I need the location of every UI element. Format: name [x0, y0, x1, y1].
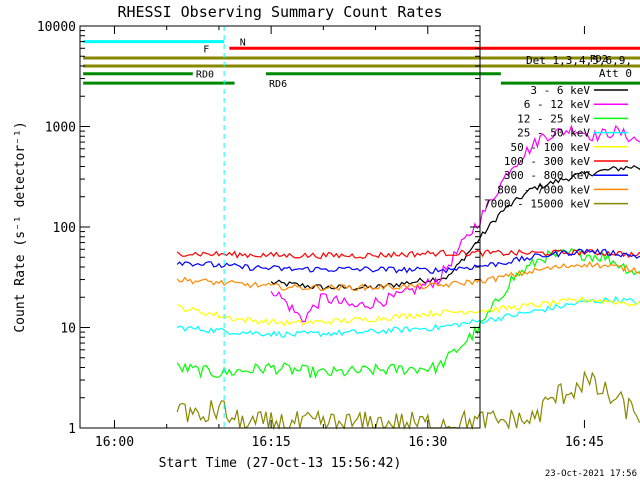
flag-label-rd6: RD6 — [269, 79, 287, 90]
series-line-3 — [176, 295, 640, 338]
legend-entry-5: 100 - 300 keV — [504, 155, 590, 168]
series-line-1 — [270, 124, 640, 323]
legend-header-0: Det 1,3,4,5,6,9, — [526, 54, 632, 67]
y-tick-label-2: 100 — [53, 221, 76, 236]
legend-entry-3: 25 - 50 keV — [517, 127, 590, 140]
y-tick-label-3: 1000 — [45, 121, 76, 136]
legend-entry-7: 800 - 7000 keV — [497, 183, 590, 196]
series-line-7 — [176, 260, 640, 292]
flag-label-n: N — [240, 38, 246, 49]
series-line-0 — [270, 164, 640, 291]
series-lines — [176, 124, 640, 431]
y-axis: 1 10 100 1000 10000 — [37, 20, 480, 437]
series-line-5 — [176, 248, 640, 260]
flag-label-fd2: FD2 — [590, 54, 608, 65]
dashed-markers — [223, 26, 225, 428]
x-axis-label: Start Time (27-Oct-13 15:56:42) — [159, 456, 402, 471]
legend-entry-2: 12 - 25 keV — [517, 112, 590, 125]
series-line-4 — [176, 295, 640, 327]
x-tick-label-3: 16:45 — [565, 435, 604, 450]
y-tick-label-1: 10 — [60, 322, 76, 337]
legend-entry-6: 300 - 800 keV — [504, 169, 590, 182]
x-tick-label-0: 16:00 — [95, 435, 134, 450]
legend-entry-1: 6 - 12 keV — [524, 98, 591, 111]
flag-label-rd0: RD0 — [196, 70, 214, 81]
x-tick-label-2: 16:30 — [408, 435, 447, 450]
chart-title: RHESSI Observing Summary Count Rates — [117, 3, 442, 21]
flag-bars: NFFD2FD3RD0RD6 — [83, 38, 640, 90]
series-line-6 — [176, 248, 640, 274]
legend-entry-0: 3 - 6 keV — [530, 84, 590, 97]
y-axis-label: Count Rate (s⁻¹ detector⁻¹) — [13, 121, 28, 332]
x-tick-label-1: 16:15 — [252, 435, 291, 450]
y-tick-label-4: 10000 — [37, 20, 76, 35]
legend-entry-8: 7000 - 15000 keV — [484, 198, 590, 211]
legend-header-1: Att 0 — [599, 67, 632, 80]
y-tick-label-0: 1 — [68, 422, 76, 437]
series-line-2 — [176, 247, 640, 379]
legend-entry-4: 50 - 100 keV — [511, 141, 591, 154]
footer-date: 23-Oct-2021 17:56 — [545, 469, 637, 479]
series-line-8 — [176, 370, 640, 431]
flag-label-f: F — [203, 44, 209, 55]
